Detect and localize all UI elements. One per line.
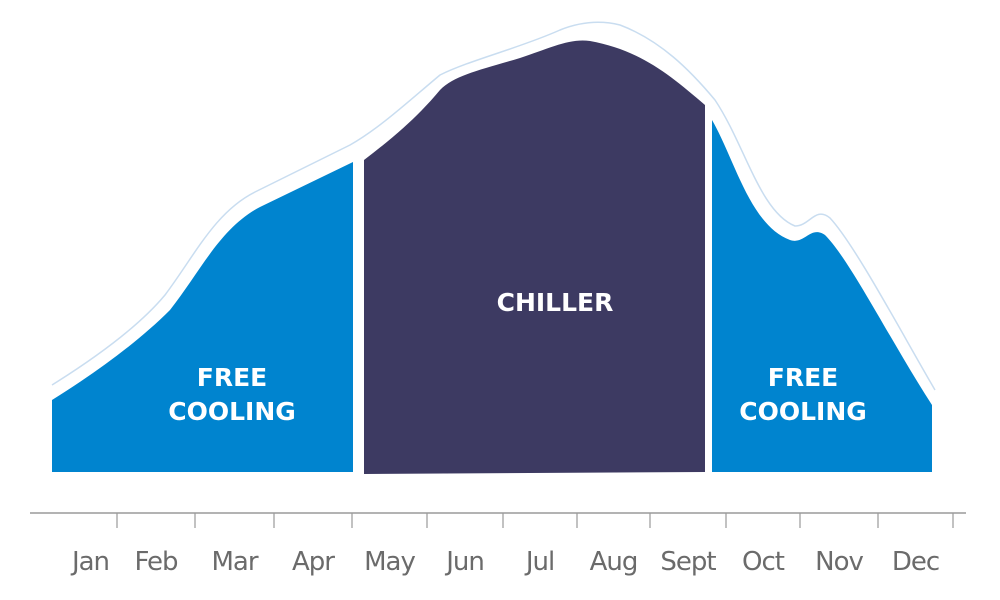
region-label-left-line2: COOLING: [168, 397, 296, 426]
month-label-jan: Jan: [70, 547, 109, 577]
month-label-jul: Jul: [524, 547, 554, 577]
free-cooling-region-right: [712, 120, 932, 472]
region-label-right-line1: FREE: [768, 363, 838, 392]
month-label-may: May: [364, 547, 415, 577]
chiller-region: [364, 40, 705, 475]
x-axis-ticks: [116, 513, 954, 528]
month-label-mar: Mar: [211, 547, 258, 577]
month-label-aug: Aug: [590, 547, 638, 577]
x-axis-labels: Jan Feb Mar Apr May Jun Jul Aug Sept Oct Nov Dec: [70, 547, 940, 577]
month-label-nov: Nov: [815, 547, 863, 577]
month-label-feb: Feb: [134, 547, 178, 577]
month-label-oct: Oct: [742, 547, 785, 577]
month-label-dec: Dec: [892, 547, 939, 577]
month-label-sept: Sept: [660, 547, 716, 577]
free-cooling-region-left: [52, 162, 353, 472]
month-label-jun: Jun: [444, 547, 484, 577]
region-label-chiller: CHILLER: [497, 288, 614, 317]
region-label-right-line2: COOLING: [739, 397, 867, 426]
region-label-left-line1: FREE: [197, 363, 267, 392]
temperature-outline: [51, 21, 936, 391]
month-label-apr: Apr: [292, 547, 335, 577]
